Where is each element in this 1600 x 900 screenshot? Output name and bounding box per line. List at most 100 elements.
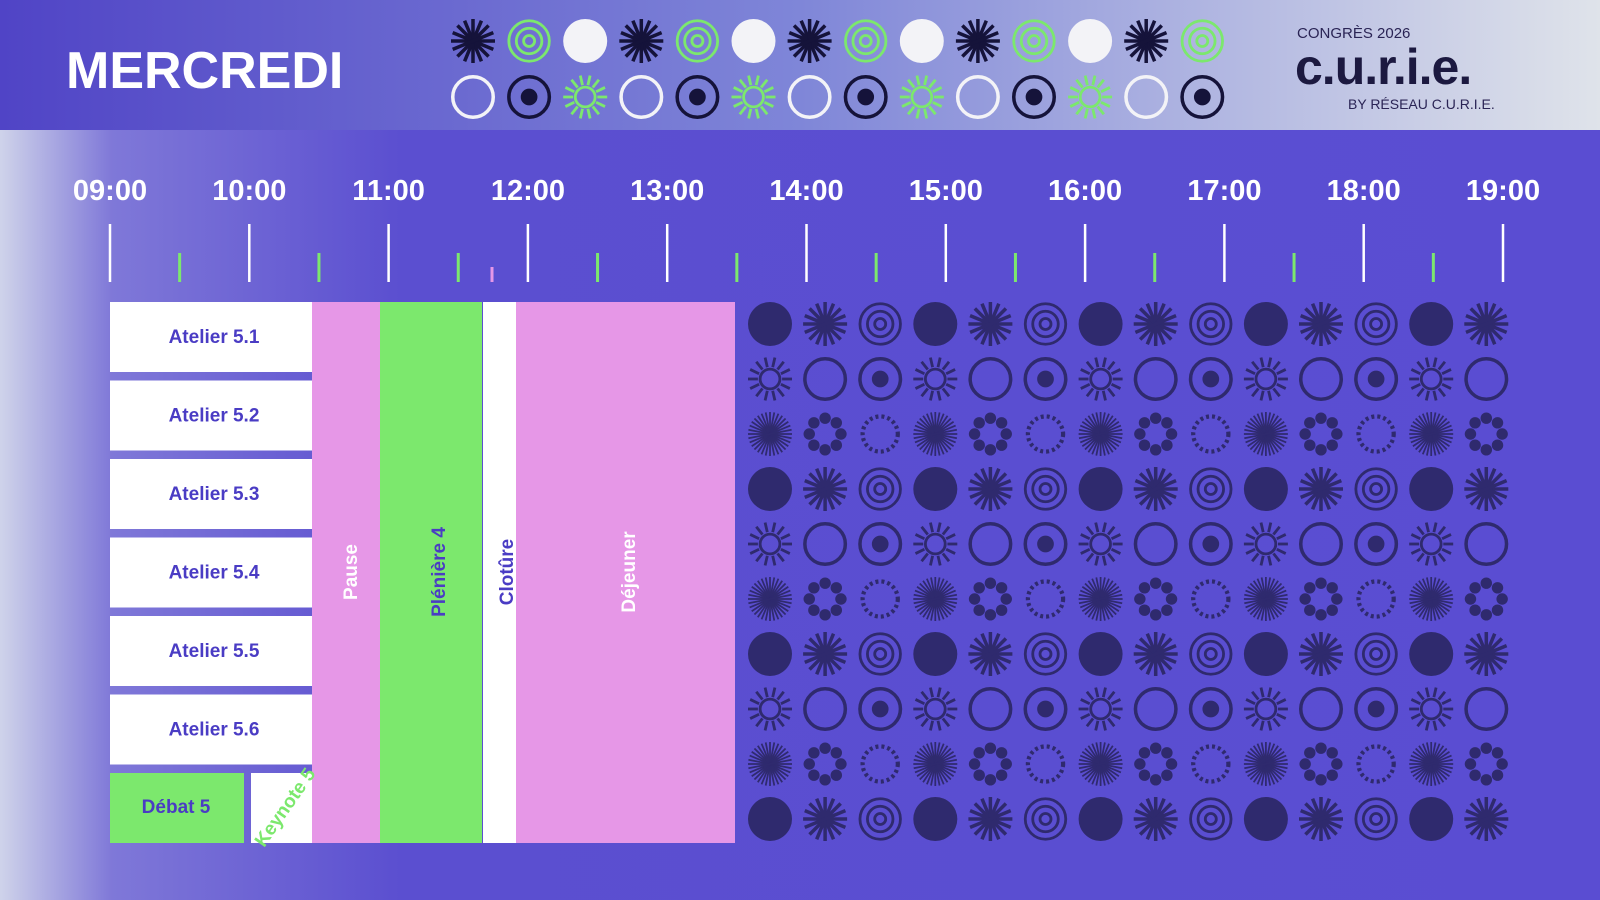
- icon-part: [1107, 717, 1116, 728]
- debat-label: Débat 5: [142, 797, 211, 818]
- icon: [803, 797, 848, 841]
- icon-part: [941, 360, 951, 371]
- icon-part: [780, 547, 791, 555]
- icon-part: [1161, 769, 1173, 781]
- icon-part: [1078, 428, 1123, 440]
- icon-part: [1469, 769, 1481, 781]
- icon-part: [1110, 533, 1122, 541]
- icon-part: [858, 467, 902, 511]
- icon-part: [1245, 382, 1256, 390]
- icon-part: [819, 412, 831, 424]
- icon: [968, 412, 1012, 456]
- icon: [968, 797, 1013, 841]
- icon-part: [1441, 698, 1452, 706]
- icon-part: [803, 522, 848, 567]
- logo-byline: BY RÉSEAU C.U.R.I.E.: [1348, 96, 1495, 112]
- icon-part: [763, 687, 769, 698]
- icon-part: [1149, 774, 1162, 786]
- icon-part: [1138, 747, 1151, 759]
- icon-part: [1243, 632, 1288, 676]
- icon: [1409, 742, 1454, 786]
- icon-part: [920, 387, 929, 398]
- icon: [1133, 687, 1178, 732]
- icon-part: [835, 758, 847, 770]
- dejeuner-label: Déjeuner: [619, 531, 640, 613]
- icon-part: [1304, 417, 1316, 429]
- icon-part: [1078, 85, 1102, 109]
- icon-part: [1149, 412, 1162, 424]
- icon-part: [620, 30, 663, 52]
- icon-part: [1202, 700, 1220, 718]
- icon-part: [507, 75, 552, 120]
- icon-part: [1496, 758, 1508, 770]
- icon-part: [1315, 742, 1327, 754]
- icon-part: [759, 105, 769, 116]
- icon: [787, 75, 832, 120]
- icon-part: [1424, 555, 1430, 566]
- icon-part: [747, 75, 753, 86]
- icon-part: [1110, 368, 1122, 376]
- icon: [731, 75, 776, 119]
- icon: [1188, 357, 1233, 402]
- icon-part: [595, 86, 606, 94]
- icon-part: [1356, 579, 1396, 619]
- icon-part: [1354, 632, 1398, 676]
- icon: [748, 742, 792, 786]
- icon: [860, 414, 900, 454]
- icon-part: [1267, 555, 1273, 566]
- icon-part: [1409, 632, 1454, 676]
- icon-part: [1409, 428, 1453, 440]
- icon-part: [1193, 88, 1211, 106]
- icon: [1012, 75, 1057, 120]
- icon-part: [858, 797, 902, 841]
- icon-part: [1031, 639, 1060, 669]
- icon: [731, 19, 776, 63]
- icon-part: [1300, 313, 1342, 335]
- icon-part: [803, 428, 815, 440]
- icon: [913, 357, 958, 401]
- icon-part: [1075, 78, 1084, 89]
- icon-part: [914, 533, 926, 541]
- icon: [507, 19, 551, 63]
- icon-part: [973, 604, 985, 616]
- icon-part: [851, 26, 880, 56]
- icon-part: [1149, 577, 1162, 589]
- icon-part: [1189, 467, 1233, 511]
- icon: [1464, 632, 1509, 676]
- icon-part: [1409, 797, 1454, 841]
- icon-part: [776, 717, 785, 728]
- icon: [1409, 412, 1454, 456]
- icon-part: [1432, 390, 1438, 401]
- icon-part: [1138, 604, 1151, 616]
- icon-part: [1267, 522, 1273, 533]
- icon-part: [984, 742, 997, 754]
- icon-part: [803, 758, 815, 770]
- icon-part: [1110, 382, 1122, 390]
- hour-label: 11:00: [352, 175, 425, 207]
- icon-part: [1188, 357, 1233, 402]
- icon-part: [1134, 593, 1146, 605]
- icon-part: [1188, 687, 1233, 732]
- atelier-label: Atelier 5.6: [169, 720, 260, 741]
- icon: [913, 687, 958, 731]
- icon-part: [1267, 720, 1273, 731]
- icon: [803, 412, 847, 456]
- pause-label: Pause: [341, 544, 362, 600]
- icon-part: [1326, 769, 1338, 781]
- icon-part: [1245, 698, 1256, 706]
- icon-part: [1023, 357, 1068, 402]
- icon-part: [586, 108, 592, 119]
- icon-part: [1491, 604, 1504, 616]
- atelier-block: [110, 302, 312, 372]
- icon-part: [871, 370, 889, 388]
- icon: [843, 75, 888, 120]
- icon: [968, 742, 1012, 786]
- icon-part: [1304, 604, 1316, 616]
- icon-part: [573, 85, 597, 109]
- icon-part: [913, 758, 958, 770]
- icon-part: [1094, 522, 1100, 533]
- icon-part: [973, 769, 985, 781]
- icon-part: [595, 100, 606, 108]
- icon: [1299, 412, 1343, 456]
- icon-part: [522, 34, 537, 48]
